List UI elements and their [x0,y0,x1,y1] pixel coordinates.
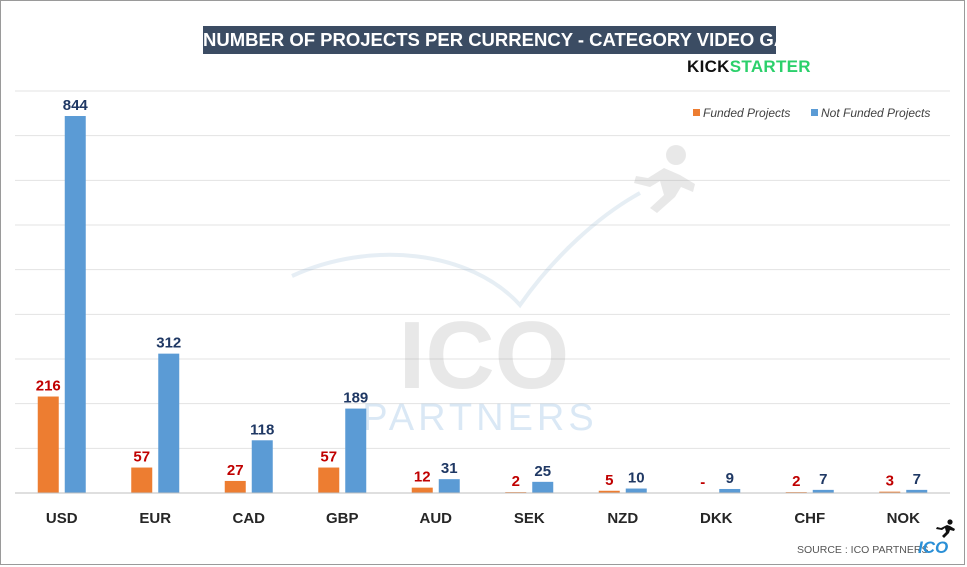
bar-eur-funded [131,467,153,493]
label-cad-funded: 27 [227,462,244,479]
tick-chf: CHF [794,510,825,527]
label-cad-not-funded: 118 [250,421,274,438]
bar-usd-not-funded [64,116,86,493]
legend: Funded Projects Not Funded Projects [693,106,930,120]
bar-cad-not-funded [251,440,273,493]
label-sek-funded: 2 [512,473,520,490]
bar-nok-not-funded [906,489,928,493]
label-gbp-not-funded: 189 [343,390,368,407]
label-usd-funded: 216 [36,378,61,395]
tick-nzd: NZD [607,510,638,527]
label-aud-not-funded: 31 [441,460,458,477]
tick-usd: USD [46,510,78,527]
label-dkk-funded: - [700,474,705,491]
label-eur-funded: 57 [133,449,150,466]
bar-aud-funded [411,487,433,493]
label-usd-not-funded: 844 [63,97,89,114]
label-chf-not-funded: 7 [819,471,827,488]
label-chf-funded: 2 [792,473,800,490]
bar-chf-not-funded [812,489,834,493]
watermark-ico: ICO [399,302,570,409]
bar-usd-funded [37,396,59,493]
chart-title: NUMBER OF PROJECTS PER CURRENCY - CATEGO… [203,26,776,54]
label-nok-funded: 3 [886,473,894,490]
label-nzd-funded: 5 [605,472,613,489]
tick-eur: EUR [139,510,171,527]
ico-footer-logo: ICO [918,538,949,557]
brand-kick: KICK [687,57,730,76]
bars [37,116,928,493]
kickstarter-logo: KICKSTARTER [687,57,811,77]
legend-label-not-funded: Not Funded Projects [821,106,930,120]
label-aud-funded: 12 [414,469,431,486]
bar-nzd-not-funded [625,488,647,493]
label-nzd-not-funded: 10 [628,470,645,487]
brand-starter: STARTER [729,57,811,76]
bar-sek-not-funded [532,481,554,493]
tick-nok: NOK [887,510,921,527]
bar-eur-not-funded [158,353,180,493]
legend-label-funded: Funded Projects [703,106,790,120]
tick-aud: AUD [420,510,453,527]
bar-dkk-not-funded [719,488,741,493]
watermark-partners: PARTNERS [362,397,597,439]
bar-cad-funded [224,480,246,493]
bar-nok-funded [879,491,901,493]
bar-aud-not-funded [438,479,460,493]
legend-swatch-funded [693,109,700,116]
runner-icon [634,145,695,213]
bar-nzd-funded [598,490,620,493]
tick-sek: SEK [514,510,545,527]
gridlines [15,90,950,449]
source-credit: SOURCE : ICO PARTNERS [797,544,929,556]
label-dkk-not-funded: 9 [726,470,734,487]
legend-swatch-not-funded [811,109,818,116]
category-ticks: USD EUR CAD GBP AUD SEK NZD DKK CHF NOK [46,510,920,527]
runner-icon [936,519,955,538]
label-gbp-funded: 57 [320,449,337,466]
tick-dkk: DKK [700,510,733,527]
bar-gbp-not-funded [345,408,367,493]
bar-gbp-funded [318,467,340,493]
tick-gbp: GBP [326,510,359,527]
label-eur-not-funded: 312 [156,335,181,352]
tick-cad: CAD [233,510,266,527]
label-nok-not-funded: 7 [913,471,921,488]
ico-partners-watermark: ICO PARTNERS [291,145,695,439]
label-sek-not-funded: 25 [534,463,551,480]
